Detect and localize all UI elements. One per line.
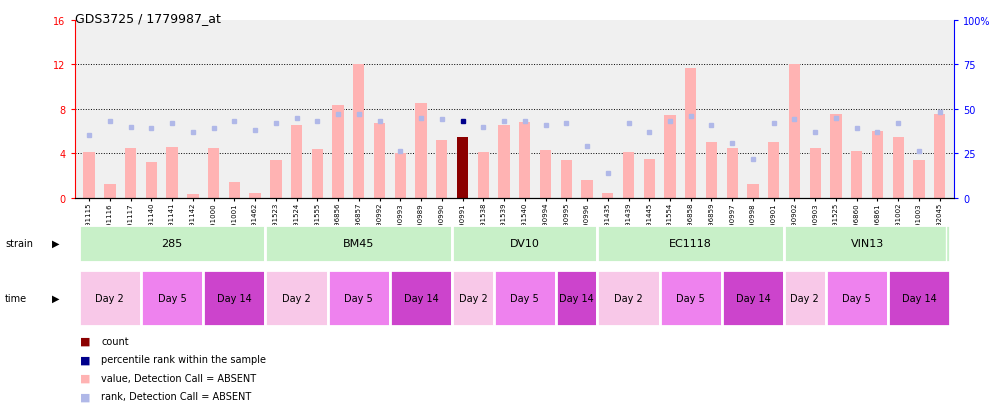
Bar (203, 271, 265, 326)
Bar (415, 104, 426, 198)
Text: Day 2: Day 2 (282, 293, 311, 304)
Bar (784, 271, 826, 326)
Bar (784, 225, 950, 262)
Bar (494, 271, 556, 326)
Text: EC1118: EC1118 (669, 239, 712, 249)
Text: rank, Detection Call = ABSENT: rank, Detection Call = ABSENT (101, 392, 251, 401)
Bar (187, 195, 199, 198)
Bar (685, 69, 697, 198)
Text: Day 14: Day 14 (217, 293, 251, 304)
Bar (374, 124, 386, 198)
Bar (328, 271, 390, 326)
Text: Day 2: Day 2 (790, 293, 819, 304)
Bar (265, 225, 452, 262)
Bar (166, 147, 178, 198)
Text: Day 14: Day 14 (736, 293, 770, 304)
Bar (888, 271, 950, 326)
Text: time: time (5, 293, 27, 304)
Bar (727, 148, 738, 198)
Bar (581, 180, 592, 198)
Text: DV10: DV10 (510, 239, 540, 249)
Bar (519, 123, 531, 198)
Text: Day 2: Day 2 (614, 293, 643, 304)
Text: GDS3725 / 1779987_at: GDS3725 / 1779987_at (75, 12, 221, 25)
Text: VIN13: VIN13 (851, 239, 884, 249)
Text: ■: ■ (80, 336, 90, 346)
Bar (291, 126, 302, 198)
Bar (395, 154, 406, 198)
Text: Day 5: Day 5 (158, 293, 187, 304)
Bar (353, 65, 365, 198)
Text: ■: ■ (80, 373, 90, 383)
Bar (597, 271, 660, 326)
Bar (452, 271, 494, 326)
Bar (643, 159, 655, 198)
Text: Day 2: Day 2 (458, 293, 487, 304)
Bar (602, 194, 613, 198)
Text: Day 14: Day 14 (404, 293, 438, 304)
Bar (660, 271, 722, 326)
Bar (789, 65, 800, 198)
Text: ■: ■ (80, 392, 90, 401)
Bar (79, 271, 141, 326)
Bar (722, 271, 784, 326)
Bar (390, 271, 452, 326)
Text: Day 14: Day 14 (560, 293, 594, 304)
Bar (145, 163, 157, 198)
Bar (913, 161, 924, 198)
Bar (872, 132, 884, 198)
Bar (809, 148, 821, 198)
Text: BM45: BM45 (343, 239, 375, 249)
Bar (270, 161, 281, 198)
Bar (208, 148, 220, 198)
Text: ▶: ▶ (52, 239, 60, 249)
Bar (229, 183, 240, 198)
Text: value, Detection Call = ABSENT: value, Detection Call = ABSENT (101, 373, 256, 383)
Bar (457, 137, 468, 198)
Text: Day 14: Day 14 (902, 293, 936, 304)
Text: count: count (101, 336, 129, 346)
Bar (706, 143, 718, 198)
Bar (125, 148, 136, 198)
Bar (79, 225, 265, 262)
Bar (141, 271, 203, 326)
Text: Day 5: Day 5 (842, 293, 871, 304)
Bar (830, 115, 842, 198)
Bar (826, 271, 888, 326)
Text: Day 2: Day 2 (95, 293, 124, 304)
Bar (436, 140, 447, 198)
Bar (477, 153, 489, 198)
Text: Day 5: Day 5 (510, 293, 539, 304)
Bar (664, 116, 676, 198)
Bar (556, 271, 597, 326)
Text: ▶: ▶ (52, 293, 60, 304)
Bar (851, 152, 863, 198)
Text: Day 5: Day 5 (676, 293, 705, 304)
Bar (934, 115, 945, 198)
Bar (561, 161, 572, 198)
Bar (597, 225, 784, 262)
Bar (452, 225, 597, 262)
Text: ■: ■ (80, 354, 90, 364)
Bar (83, 153, 94, 198)
Text: percentile rank within the sample: percentile rank within the sample (101, 354, 266, 364)
Bar (265, 271, 328, 326)
Bar (768, 143, 779, 198)
Bar (249, 194, 260, 198)
Bar (498, 126, 510, 198)
Bar (104, 185, 115, 198)
Bar (311, 150, 323, 198)
Text: Day 5: Day 5 (344, 293, 373, 304)
Text: 285: 285 (161, 239, 183, 249)
Bar (893, 137, 904, 198)
Text: strain: strain (5, 239, 33, 249)
Bar (747, 185, 758, 198)
Bar (623, 153, 634, 198)
Bar (332, 106, 344, 198)
Bar (540, 150, 552, 198)
